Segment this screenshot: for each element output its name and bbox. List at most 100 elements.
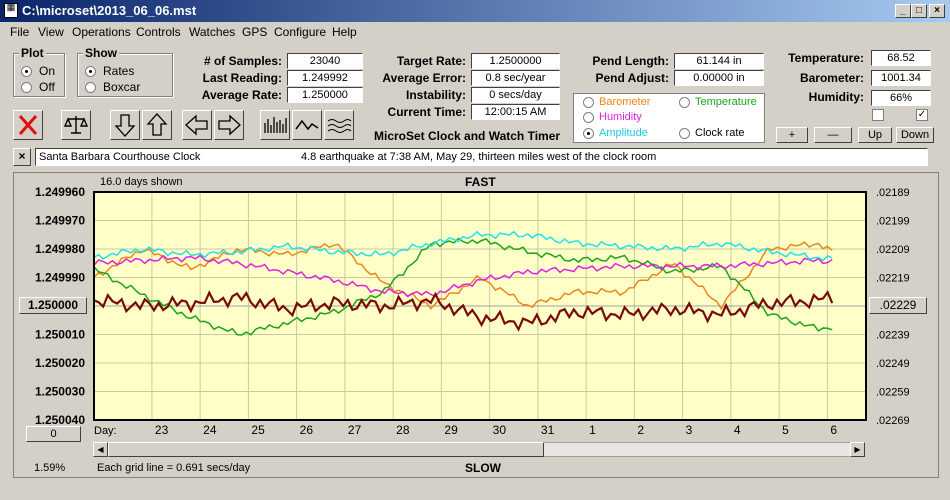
day-tick-label: 31 [541, 423, 555, 437]
line-view-button[interactable] [292, 110, 322, 140]
app-icon: ▦ [4, 3, 18, 18]
right-tick-label: .02199 [876, 216, 910, 228]
up-button[interactable]: Up [858, 127, 892, 143]
arrow-up-button[interactable] [142, 110, 172, 140]
left-tick-label: 1.250020 [35, 356, 85, 370]
arrow-left-button[interactable] [182, 110, 212, 140]
left-tick-label: 1.249980 [35, 242, 85, 256]
plot-off-radio[interactable] [21, 82, 32, 93]
note-field[interactable]: Santa Barbara Courthouse Clock 4.8 earth… [35, 148, 928, 166]
amplitude-option-label: Amplitude [599, 127, 648, 139]
maximize-button[interactable]: □ [911, 4, 927, 18]
menu-watches[interactable]: Watches [189, 25, 236, 39]
center-left-button[interactable]: 1.250000 [19, 297, 87, 314]
day-tick-label: 4 [734, 423, 741, 437]
triangle-left-icon: ◀ [97, 445, 104, 454]
line-graph-icon [295, 119, 319, 131]
day-tick-label: 24 [203, 423, 217, 437]
plot-border [93, 191, 867, 421]
right-tick-label: .02249 [876, 358, 910, 370]
clear-note-button[interactable]: × [13, 148, 31, 166]
wave-view-button[interactable] [324, 110, 354, 140]
day-tick-label: 5 [782, 423, 789, 437]
menu-help[interactable]: Help [332, 25, 357, 39]
left-tick-label: 1.249960 [35, 185, 85, 199]
instability-field: 0 secs/day [471, 87, 560, 103]
pend-adjust-field[interactable]: 0.00000 in [674, 70, 764, 86]
arrow-right-button[interactable] [214, 110, 244, 140]
clock-rate-option-label: Clock rate [695, 127, 745, 139]
plot-group-label: Plot [19, 46, 46, 60]
slow-label: SLOW [465, 461, 501, 475]
day-tick-label: 30 [493, 423, 507, 437]
wave-icon [327, 119, 352, 133]
right-tick-label: .02259 [876, 387, 910, 399]
day-tick-label: 26 [300, 423, 314, 437]
title-bar [0, 0, 950, 22]
amplitude-radio[interactable] [583, 128, 594, 139]
option-checkbox-1[interactable] [872, 109, 884, 121]
arrow-right-icon [218, 114, 241, 136]
clock-rate-radio[interactable] [679, 128, 690, 139]
samples-field: 23040 [287, 53, 363, 69]
scroll-left-button[interactable]: ◀ [93, 442, 108, 457]
arrow-left-icon [185, 114, 208, 136]
last-reading-label: Last Reading: [202, 71, 282, 85]
minimize-button[interactable]: _ [895, 4, 911, 18]
center-right-button[interactable]: .02229 [869, 297, 927, 314]
barometer-option-label: Barometer [599, 96, 651, 108]
clock-name: Santa Barbara Courthouse Clock [39, 151, 201, 163]
menu-gps[interactable]: GPS [242, 25, 268, 39]
day-tick-label: 6 [830, 423, 837, 437]
barometer-label: Barometer: [799, 71, 864, 85]
bar-view-button[interactable] [260, 110, 290, 140]
temperature-radio[interactable] [679, 97, 690, 108]
plot-panel [13, 172, 939, 478]
menu-operations[interactable]: Operations [72, 25, 131, 39]
close-window-button[interactable]: × [929, 4, 945, 18]
show-boxcar-radio[interactable] [85, 82, 96, 93]
menu-bar: File View Operations Controls Watches GP… [0, 22, 950, 42]
series-line-barometer [93, 241, 833, 311]
plot-on-radio[interactable] [21, 66, 32, 77]
arrow-up-icon [146, 113, 168, 136]
average-error-label: Average Error: [382, 71, 466, 85]
option-checkbox-2[interactable]: ✓ [916, 109, 928, 121]
stop-button[interactable] [13, 110, 43, 140]
pend-length-field[interactable]: 61.144 in [674, 53, 764, 69]
current-time-label: Current Time: [387, 105, 466, 119]
current-time-field: 12:00:15 AM [471, 104, 560, 120]
last-reading-field: 1.249992 [287, 70, 363, 86]
scroll-thumb[interactable] [108, 442, 544, 457]
left-tick-label: 1.250030 [35, 385, 85, 399]
bar-graph-icon [264, 117, 287, 133]
right-tick-label: .02189 [876, 187, 910, 199]
minus-button[interactable]: — [814, 127, 852, 143]
balance-button[interactable] [61, 110, 91, 140]
menu-controls[interactable]: Controls [136, 25, 181, 39]
temperature-label: Temperature: [788, 51, 864, 65]
barometer-radio[interactable] [583, 97, 594, 108]
menu-file[interactable]: File [10, 25, 30, 39]
plus-button[interactable]: + [776, 127, 808, 143]
plot-off-label: Off [39, 80, 55, 94]
show-rates-radio[interactable] [85, 66, 96, 77]
plot-on-label: On [39, 64, 56, 78]
day-axis-label: Day: [94, 425, 117, 437]
arrow-down-button[interactable] [110, 110, 140, 140]
show-group-label: Show [83, 46, 119, 60]
down-button[interactable]: Down [896, 127, 934, 143]
pend-length-label: Pend Length: [592, 54, 669, 68]
day-tick-label: 3 [686, 423, 693, 437]
scroll-right-button[interactable]: ▶ [850, 442, 865, 457]
maximize-icon: □ [915, 5, 923, 16]
menu-configure[interactable]: Configure [274, 25, 327, 39]
day-tick-label: 28 [396, 423, 410, 437]
day-tick-label: 2 [637, 423, 644, 437]
target-rate-field[interactable]: 1.2500000 [471, 53, 560, 69]
menu-view[interactable]: View [38, 25, 64, 39]
window-title: C:\microset\2013_06_06.mst [22, 3, 197, 18]
humidity-radio[interactable] [583, 112, 594, 123]
zero-button[interactable]: 0 [26, 426, 81, 442]
